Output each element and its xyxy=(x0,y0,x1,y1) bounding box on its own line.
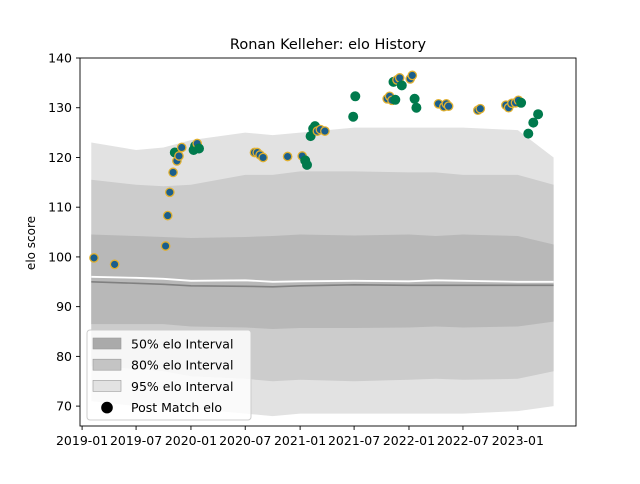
x-tick-label: 2020-07 xyxy=(219,433,271,448)
x-tick-label: 2019-07 xyxy=(110,433,162,448)
post-match-elo-point xyxy=(533,109,544,120)
post-match-elo-point xyxy=(164,187,175,198)
post-match-elo-point xyxy=(89,253,99,263)
post-match-elo-point xyxy=(528,117,539,128)
y-tick-label: 70 xyxy=(56,399,72,414)
post-match-elo-point xyxy=(168,167,178,178)
y-tick-label: 100 xyxy=(48,249,72,264)
post-match-elo-point xyxy=(390,94,401,105)
y-tick-label: 80 xyxy=(56,349,72,364)
chart-title: Ronan Kelleher: elo History xyxy=(230,37,427,53)
legend-label: 95% elo Interval xyxy=(131,379,233,394)
post-match-elo-point xyxy=(258,152,268,163)
legend-label: Post Match elo xyxy=(131,400,222,415)
post-match-elo-point xyxy=(348,111,359,122)
post-match-elo-point xyxy=(475,103,486,114)
y-axis-label: elo score xyxy=(24,216,38,270)
legend-label: 50% elo Interval xyxy=(131,337,233,352)
post-match-elo-point xyxy=(411,102,422,113)
legend-swatch xyxy=(92,380,122,392)
legend-box xyxy=(86,329,252,421)
x-tick-label: 2023-01 xyxy=(492,433,544,448)
post-match-elo-point xyxy=(396,80,407,91)
post-match-elo-point xyxy=(407,70,418,81)
y-tick-label: 140 xyxy=(48,51,72,66)
post-match-elo-point xyxy=(409,93,420,104)
y-tick-label: 130 xyxy=(48,100,72,115)
legend-swatch xyxy=(92,337,122,350)
post-match-elo-point xyxy=(516,97,527,108)
post-match-elo-point xyxy=(176,142,187,153)
legend-marker xyxy=(101,401,113,414)
legend-swatch xyxy=(92,358,122,371)
y-tick-label: 90 xyxy=(56,299,72,314)
post-match-elo-point xyxy=(160,241,171,251)
legend: 50% elo Interval 80% elo Interval 95% elo … xyxy=(86,329,252,421)
post-match-elo-point xyxy=(523,128,534,139)
post-match-elo-point xyxy=(162,210,173,221)
median-elo-line xyxy=(91,281,554,288)
x-tick-label: 2022-07 xyxy=(437,433,489,448)
post-match-elo-point xyxy=(193,143,204,154)
post-match-elo-point xyxy=(350,91,361,102)
mean-elo-line xyxy=(91,275,554,283)
post-match-elo-point xyxy=(282,151,293,162)
x-tick-label: 2022-01 xyxy=(383,433,435,448)
post-match-elo-point xyxy=(109,259,120,270)
x-tick-label: 2021-07 xyxy=(328,433,380,448)
y-tick-label: 110 xyxy=(48,200,72,215)
x-tick-label: 2019-01 xyxy=(56,433,108,448)
legend-label: 80% elo Interval xyxy=(131,358,233,373)
post-match-elo-point xyxy=(443,101,454,112)
post-match-elo-point xyxy=(301,159,312,170)
post-match-elo-point xyxy=(320,126,330,136)
y-tick-label: 120 xyxy=(48,150,72,165)
post-match-elo-point xyxy=(174,151,184,161)
x-tick-label: 2020-01 xyxy=(165,433,217,448)
axes-frame xyxy=(79,57,577,427)
x-tick-label: 2021-01 xyxy=(274,433,326,448)
